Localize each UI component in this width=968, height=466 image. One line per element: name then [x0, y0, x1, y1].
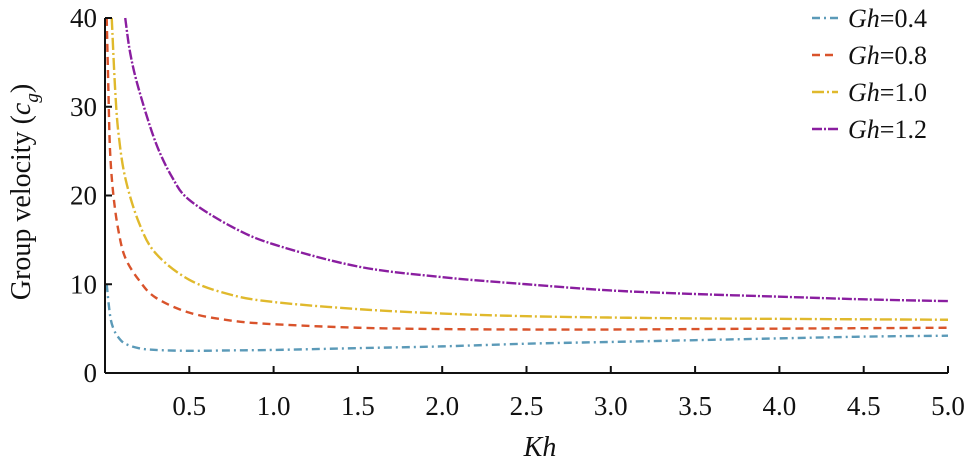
y-tick-label: 30 — [70, 92, 97, 122]
y-axis-label-var: c — [6, 102, 37, 115]
legend-label-var: Gh — [848, 4, 880, 33]
series-line-4 — [124, 17, 949, 303]
series-line-1 — [105, 284, 949, 353]
y-axis-label-prefix: Group velocity ( — [6, 115, 37, 300]
x-tick-label: 0.5 — [172, 391, 206, 421]
y-tick-label: 20 — [70, 181, 97, 211]
legend-label-2: Gh=0.8 — [848, 41, 927, 70]
x-tick-label: 1.0 — [257, 391, 291, 421]
y-tick-label: 10 — [70, 269, 97, 299]
legend-label-value: =0.4 — [880, 4, 927, 33]
y-axis-label-sub: g — [22, 93, 43, 103]
tick-labels: 0 10 20 30 40 0.5 1.0 1.5 2.0 2.5 3.0 3.5 4.0 4.5 5.0 — [70, 3, 965, 421]
y-tick-label: 40 — [70, 3, 97, 33]
x-tick-label: 2.0 — [425, 391, 459, 421]
legend-label-value: =1.2 — [880, 115, 927, 144]
legend-label-value: =1.0 — [880, 78, 927, 107]
series-line-3 — [110, 17, 949, 321]
legend-label-3: Gh=1.0 — [848, 78, 927, 107]
y-axis-label: Group velocity (cg) — [6, 84, 43, 300]
x-tick-label: 3.5 — [678, 391, 712, 421]
plot-lines — [105, 17, 949, 353]
y-tick-label: 0 — [84, 358, 98, 388]
y-axis-label-suffix: ) — [6, 84, 37, 93]
legend-label-value: =0.8 — [880, 41, 927, 70]
legend-label-var: Gh — [848, 78, 880, 107]
series-line-2 — [105, 17, 949, 331]
x-tick-label: 1.5 — [341, 391, 375, 421]
legend-label-var: Gh — [848, 115, 880, 144]
legend: Gh=0.4Gh=0.8Gh=1.0Gh=1.2 — [812, 4, 927, 144]
legend-label-4: Gh=1.2 — [848, 115, 927, 144]
x-tick-label: 2.5 — [510, 391, 544, 421]
x-tick-label: 5.0 — [931, 391, 965, 421]
legend-label-1: Gh=0.4 — [848, 4, 927, 33]
legend-label-var: Gh — [848, 41, 880, 70]
x-axis-label: Kh — [523, 432, 557, 463]
x-tick-label: 3.0 — [594, 391, 628, 421]
x-tick-label: 4.0 — [763, 391, 797, 421]
x-tick-label: 4.5 — [847, 391, 881, 421]
